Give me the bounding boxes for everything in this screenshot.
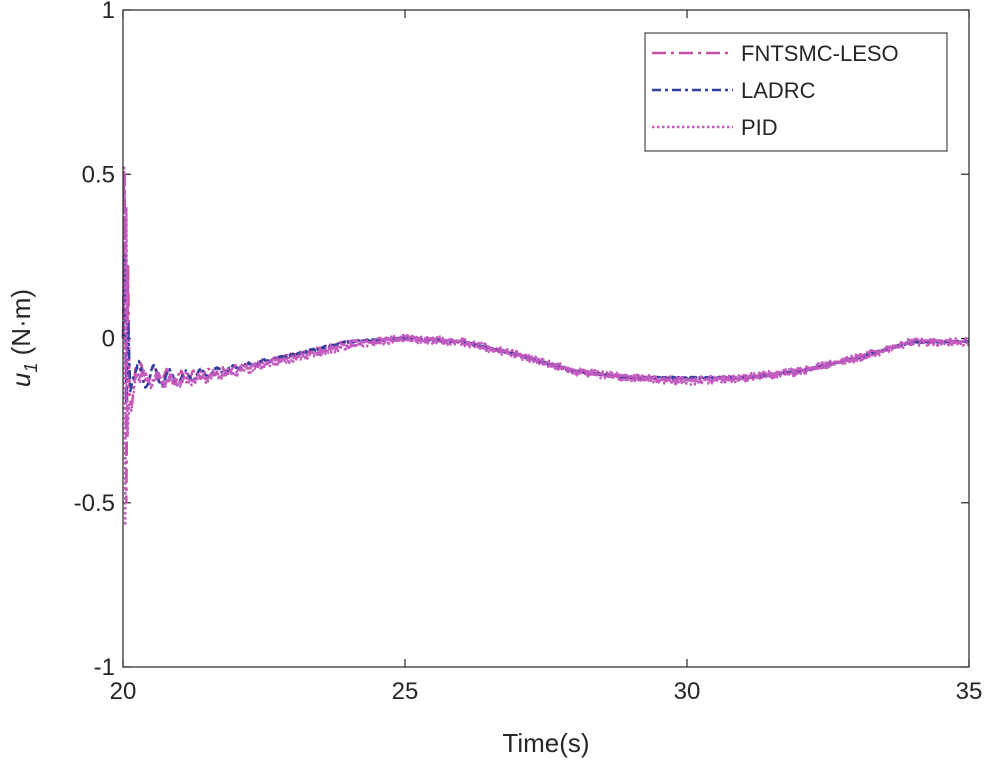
y-tick-label: 0.5 (82, 161, 115, 188)
legend-box (644, 32, 948, 152)
y-tick-label: -1 (94, 654, 115, 681)
x-axis-title: Time(s) (502, 728, 589, 758)
x-tick-label: 25 (392, 678, 419, 705)
legend-label: PID (741, 115, 778, 140)
legend-label: FNTSMC-LESO (741, 41, 899, 66)
y-axis-title: u1 (N·m) (6, 289, 41, 387)
series-line-pid (121, 166, 970, 527)
axes-box (122, 9, 970, 668)
y-axis-symbol: u (6, 373, 36, 387)
x-tick-labels: 20 25 30 35 (110, 678, 983, 705)
y-axis-unit: (N·m) (6, 289, 36, 363)
legend-label: LADRC (741, 78, 816, 103)
y-tick-label: 0 (102, 326, 115, 353)
series-lines (121, 166, 970, 527)
x-tick-label: 35 (956, 678, 983, 705)
x-tick-label: 30 (674, 678, 701, 705)
legend: FNTSMC-LESO LADRC PID (644, 32, 948, 152)
y-axis-subscript: 1 (21, 363, 41, 373)
y-tick-label: 1 (102, 0, 115, 24)
y-tick-label: -0.5 (74, 490, 115, 517)
x-tick-label: 20 (110, 678, 137, 705)
y-tick-labels: -1 -0.5 0 0.5 1 (74, 0, 115, 681)
